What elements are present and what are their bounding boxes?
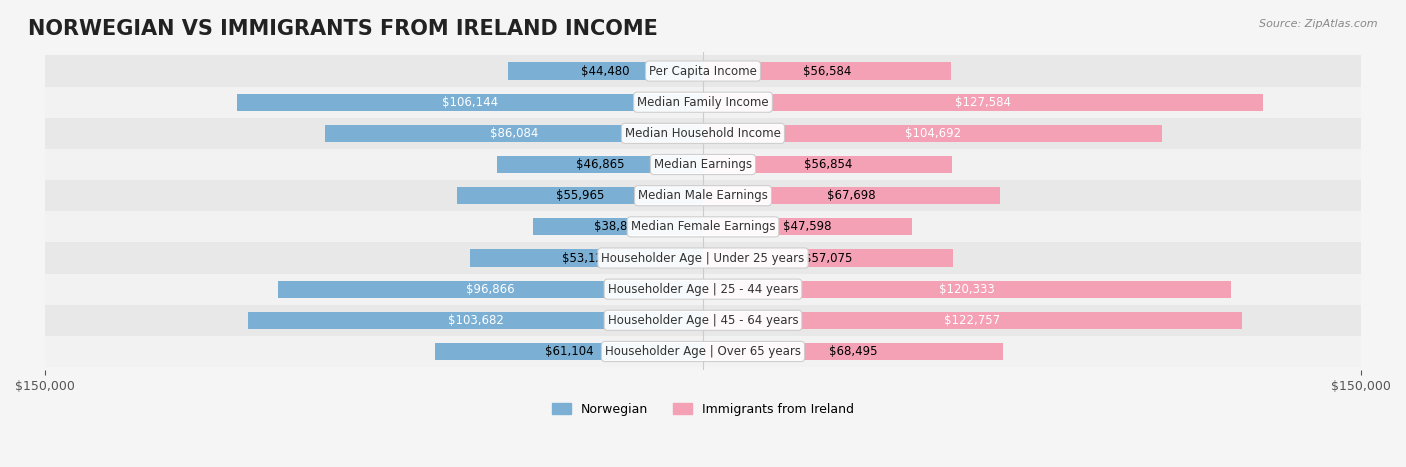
Text: $96,866: $96,866	[467, 283, 515, 296]
Bar	[533, 218, 703, 235]
Text: $53,127: $53,127	[562, 252, 610, 264]
Text: $46,865: $46,865	[576, 158, 624, 171]
Bar	[45, 336, 1361, 367]
Text: $104,692: $104,692	[904, 127, 960, 140]
Text: Per Capita Income: Per Capita Income	[650, 64, 756, 78]
Text: NORWEGIAN VS IMMIGRANTS FROM IRELAND INCOME: NORWEGIAN VS IMMIGRANTS FROM IRELAND INC…	[28, 19, 658, 39]
Bar	[703, 94, 1263, 111]
Bar	[703, 281, 1230, 298]
Text: $67,698: $67,698	[827, 189, 876, 202]
Text: Median Earnings: Median Earnings	[654, 158, 752, 171]
Bar	[45, 242, 1361, 274]
Bar	[703, 187, 1000, 204]
Text: $106,144: $106,144	[441, 96, 498, 109]
Text: $56,584: $56,584	[803, 64, 851, 78]
Text: Source: ZipAtlas.com: Source: ZipAtlas.com	[1260, 19, 1378, 28]
Bar	[247, 312, 703, 329]
Text: Householder Age | Over 65 years: Householder Age | Over 65 years	[605, 345, 801, 358]
Text: $127,584: $127,584	[955, 96, 1011, 109]
Text: Householder Age | Under 25 years: Householder Age | Under 25 years	[602, 252, 804, 264]
Bar	[508, 63, 703, 79]
Bar	[278, 281, 703, 298]
Bar	[703, 218, 912, 235]
Bar	[45, 87, 1361, 118]
Text: Median Female Earnings: Median Female Earnings	[631, 220, 775, 234]
Bar	[45, 118, 1361, 149]
Bar	[45, 56, 1361, 87]
Bar	[703, 343, 1004, 360]
Bar	[703, 312, 1241, 329]
Bar	[703, 156, 952, 173]
Bar	[703, 125, 1163, 142]
Text: $55,965: $55,965	[555, 189, 605, 202]
Text: $68,495: $68,495	[830, 345, 877, 358]
Text: $44,480: $44,480	[581, 64, 630, 78]
Text: $86,084: $86,084	[489, 127, 538, 140]
Bar	[238, 94, 703, 111]
Text: $120,333: $120,333	[939, 283, 995, 296]
Bar	[45, 305, 1361, 336]
Bar	[45, 211, 1361, 242]
Bar	[703, 249, 953, 267]
Text: $47,598: $47,598	[783, 220, 832, 234]
Text: $103,682: $103,682	[447, 314, 503, 327]
Legend: Norwegian, Immigrants from Ireland: Norwegian, Immigrants from Ireland	[547, 398, 859, 421]
Text: $38,802: $38,802	[593, 220, 643, 234]
Bar	[45, 149, 1361, 180]
Text: $61,104: $61,104	[544, 345, 593, 358]
Text: Median Family Income: Median Family Income	[637, 96, 769, 109]
Bar	[703, 63, 952, 79]
Bar	[434, 343, 703, 360]
Bar	[498, 156, 703, 173]
Text: Householder Age | 45 - 64 years: Householder Age | 45 - 64 years	[607, 314, 799, 327]
Text: $57,075: $57,075	[804, 252, 852, 264]
Bar	[325, 125, 703, 142]
Text: $56,854: $56,854	[803, 158, 852, 171]
Text: Median Male Earnings: Median Male Earnings	[638, 189, 768, 202]
Text: Householder Age | 25 - 44 years: Householder Age | 25 - 44 years	[607, 283, 799, 296]
Text: $122,757: $122,757	[945, 314, 1000, 327]
Text: Median Household Income: Median Household Income	[626, 127, 780, 140]
Bar	[470, 249, 703, 267]
Bar	[457, 187, 703, 204]
Bar	[45, 180, 1361, 211]
Bar	[45, 274, 1361, 305]
